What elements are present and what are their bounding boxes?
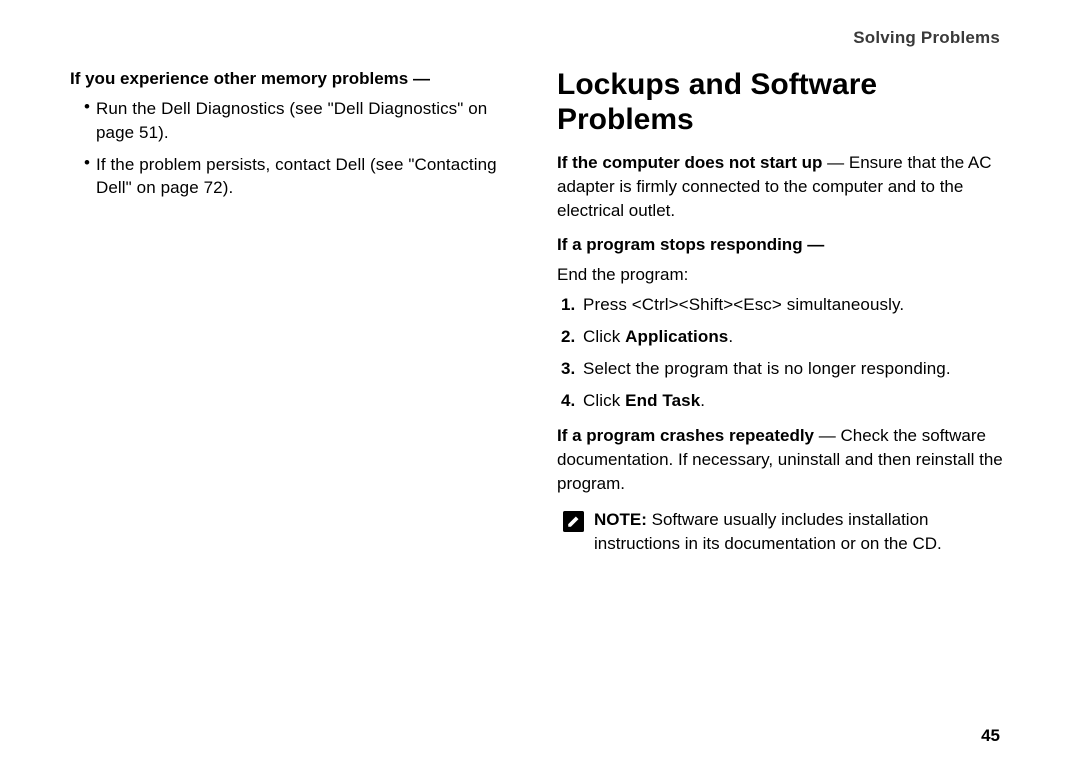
- list-item: If the problem persists, contact Dell (s…: [84, 153, 523, 201]
- step-text: Click Applications.: [583, 327, 733, 346]
- step-item: Select the program that is no longer res…: [561, 357, 1010, 381]
- right-column: Lockups and Software Problems If the com…: [557, 68, 1010, 726]
- step-text: Press <Ctrl><Shift><Esc> simultaneously.: [583, 295, 904, 314]
- note-text: NOTE: Software usually includes installa…: [594, 508, 1010, 556]
- note-body: Software usually includes installation i…: [594, 510, 942, 553]
- bullet-text: Run the Dell Diagnostics (see "Dell Diag…: [96, 99, 487, 142]
- stops-responding-subhead: If a program stops responding —: [557, 234, 1010, 257]
- memory-problems-subhead: If you experience other memory problems …: [70, 68, 523, 91]
- two-column-layout: If you experience other memory problems …: [70, 68, 1010, 726]
- left-column: If you experience other memory problems …: [70, 68, 523, 726]
- step-item: Click Applications.: [561, 325, 1010, 349]
- page-number: 45: [70, 726, 1000, 746]
- note-label: NOTE:: [594, 510, 647, 529]
- end-program-steps: Press <Ctrl><Shift><Esc> simultaneously.…: [557, 293, 1010, 412]
- note-block: NOTE: Software usually includes installa…: [557, 508, 1010, 556]
- step-item: Click End Task.: [561, 389, 1010, 413]
- step-text: Select the program that is no longer res…: [583, 359, 951, 378]
- end-program-intro: End the program:: [557, 263, 1010, 287]
- running-head: Solving Problems: [70, 28, 1000, 48]
- section-title: Lockups and Software Problems: [557, 68, 1010, 137]
- note-pencil-icon: [563, 511, 584, 532]
- crashes-paragraph: If a program crashes repeatedly — Check …: [557, 424, 1010, 495]
- bold-lead: If a program crashes repeatedly: [557, 426, 814, 445]
- bullet-text: If the problem persists, contact Dell (s…: [96, 155, 497, 198]
- step-item: Press <Ctrl><Shift><Esc> simultaneously.: [561, 293, 1010, 317]
- startup-paragraph: If the computer does not start up — Ensu…: [557, 151, 1010, 222]
- bold-lead: If the computer does not start up: [557, 153, 822, 172]
- manual-page: Solving Problems If you experience other…: [0, 0, 1080, 766]
- list-item: Run the Dell Diagnostics (see "Dell Diag…: [84, 97, 523, 145]
- step-text: Click End Task.: [583, 391, 705, 410]
- memory-problems-list: Run the Dell Diagnostics (see "Dell Diag…: [70, 97, 523, 200]
